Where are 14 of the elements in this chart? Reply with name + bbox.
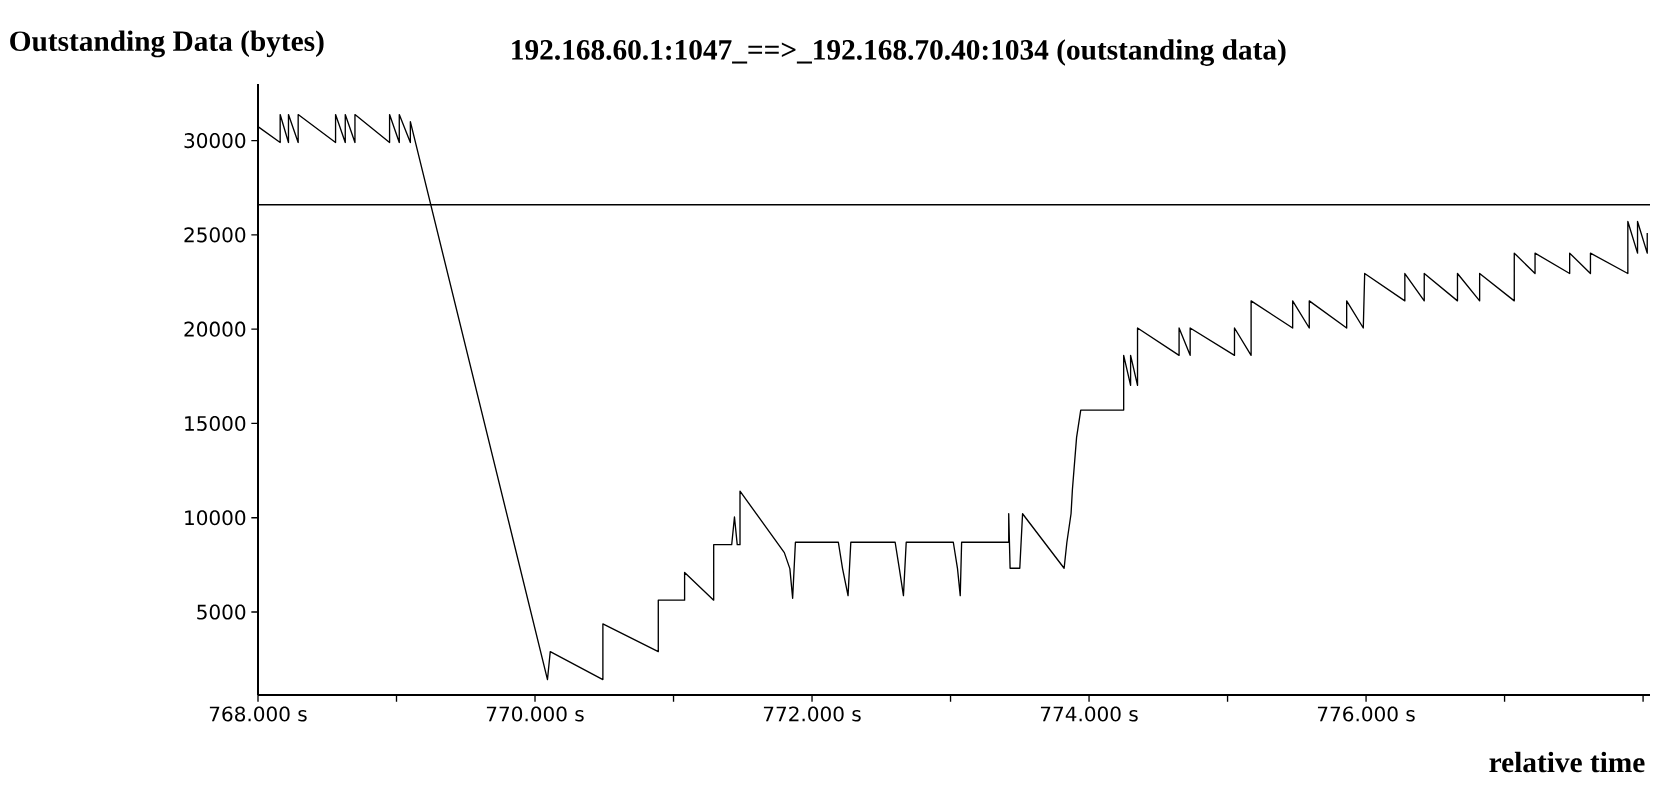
y-tick-label: 5000 — [197, 604, 246, 620]
y-tick-label: 10000 — [185, 510, 246, 526]
x-tick-label: 770.000 s — [486, 706, 584, 722]
x-tick-label: 768.000 s — [209, 706, 307, 722]
chart-title: 192.168.60.1:1047_==>_192.168.70.40:1034 (outstanding data) — [512, 39, 1286, 66]
y-tick-label: 20000 — [184, 321, 246, 337]
x-tick-label: 774.000 s — [1040, 706, 1138, 722]
y-axis-title: Outstanding Data (bytes) — [10, 30, 324, 58]
y-tick-label: 25000 — [184, 227, 246, 243]
x-tick-label: 776.000 s — [1317, 706, 1415, 722]
y-tick-label: 30000 — [184, 133, 246, 149]
y-tick-label: 15000 — [185, 415, 246, 432]
x-tick-label: 772.000 s — [763, 706, 861, 722]
x-axis-title: relative time — [1489, 751, 1645, 773]
